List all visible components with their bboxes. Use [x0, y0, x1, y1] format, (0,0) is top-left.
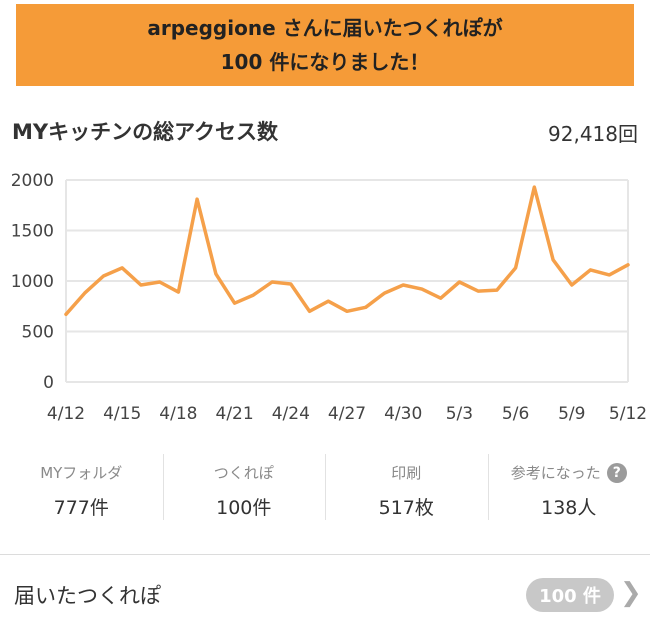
x-tick-label: 4/18 — [159, 404, 197, 424]
count-tsukurepo: つくれぽ 100件 — [162, 448, 326, 530]
count-label: MYフォルダ — [40, 464, 123, 482]
tsukurepo-label: 届いたつくれぽ — [14, 584, 161, 608]
x-tick-label: 5/3 — [446, 404, 473, 424]
x-tick-label: 4/30 — [384, 404, 422, 424]
count-helpful: 参考になった ? 138人 — [487, 448, 650, 530]
banner-line-2: 100 件になりました！ — [220, 50, 430, 74]
x-tick-label: 5/9 — [558, 404, 585, 424]
achievement-banner: arpeggione さんに届いたつくれぽが 100 件になりました！ — [16, 4, 634, 86]
x-tick-label: 4/24 — [272, 404, 310, 424]
count-print: 印刷 517枚 — [325, 448, 488, 530]
count-value: 138人 — [541, 497, 597, 519]
tsukurepo-link-row[interactable]: 届いたつくれぽ 100 件 ❯ — [0, 556, 650, 632]
access-total: 92,418回 — [548, 122, 638, 146]
y-tick-label: 500 — [22, 323, 54, 343]
x-tick-label: 4/21 — [216, 404, 254, 424]
count-label: 参考になった — [510, 464, 601, 482]
count-value: 777件 — [53, 497, 109, 519]
count-value: 100件 — [216, 497, 272, 519]
access-line-chart: 0 500 1000 1500 2000 4/12 4/15 4/18 4/21 4/24 4/27… — [11, 171, 647, 424]
question-icon[interactable]: ? — [606, 462, 627, 483]
x-tick-label: 5/12 — [609, 404, 647, 424]
banner-line-1: arpeggione さんに届いたつくれぽが — [147, 16, 503, 40]
access-stats-title: MYキッチンの総アクセス数 — [12, 120, 279, 144]
x-tick-label: 4/15 — [103, 404, 141, 424]
x-tick-label: 4/12 — [47, 404, 85, 424]
count-label: つくれぽ — [213, 464, 274, 482]
y-tick-label: 2000 — [11, 171, 54, 191]
series-line — [64, 185, 630, 317]
count-myfolder: MYフォルダ 777件 — [0, 448, 163, 530]
x-tick-label: 4/27 — [328, 404, 366, 424]
y-tick-label: 1000 — [11, 272, 54, 292]
count-value: 517枚 — [378, 497, 434, 519]
count-label: 印刷 — [391, 464, 422, 482]
section-divider — [0, 554, 650, 555]
tsukurepo-count-badge: 100 件 — [526, 578, 614, 612]
y-tick-label: 1500 — [11, 222, 54, 242]
x-tick-label: 5/6 — [502, 404, 529, 424]
y-tick-label: 0 — [43, 373, 54, 393]
count-summary: MYフォルダ 777件 つくれぽ 100件 印刷 517枚 参考になった ? 1… — [0, 448, 650, 530]
chevron-right-icon: ❯ — [620, 578, 642, 608]
